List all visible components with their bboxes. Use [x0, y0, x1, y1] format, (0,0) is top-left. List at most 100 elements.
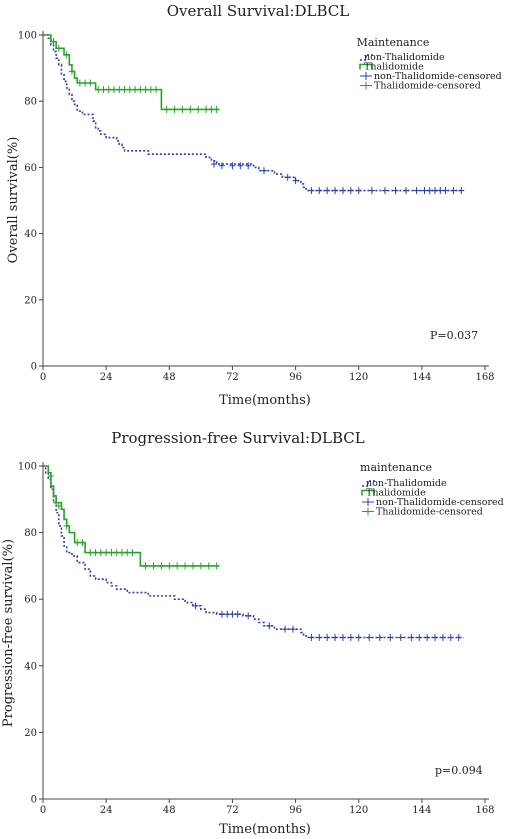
- plot-area: 0 20 40 60 80 100 0 24 48 72 96 120 144 168: [18, 31, 495, 384]
- censor-mark: [63, 522, 70, 530]
- censor-mark: [218, 610, 225, 618]
- x-tick-label: 96: [289, 372, 302, 383]
- censor-mark: [166, 562, 173, 570]
- censor-mark: [87, 549, 94, 557]
- legend-label: non-Thalidomide-censored: [376, 497, 504, 508]
- censor-mark: [153, 86, 160, 94]
- x-tick-label: 24: [100, 372, 113, 383]
- censor-mark: [95, 86, 102, 94]
- censor-mark: [339, 633, 346, 641]
- y-tick-label: 100: [18, 31, 37, 42]
- censor-mark: [100, 86, 107, 94]
- censor-mark: [316, 633, 323, 641]
- y-axis-label: Progression-free survival(%): [1, 539, 16, 727]
- y-tick-label: 40: [24, 229, 37, 240]
- censor-mark: [308, 187, 315, 195]
- censor-mark: [50, 38, 57, 46]
- progression-free-survival-chart: Progression-free Survival:DLBCL Progress…: [1, 429, 504, 837]
- legend-label: non-Thalidomide: [364, 52, 445, 63]
- censor-mark: [132, 86, 139, 94]
- censor-mark: [432, 633, 439, 641]
- censor-mark: [82, 79, 89, 87]
- legend-label: Thalidomide-censored: [376, 507, 483, 518]
- censor-mark: [118, 549, 125, 557]
- p-value-annotation: p=0.094: [435, 764, 483, 777]
- legend-entry: Thalidomide-censored: [360, 81, 481, 92]
- censor-mark: [355, 187, 362, 195]
- x-axis-label: Time(months): [219, 822, 311, 837]
- censor-mark: [203, 105, 210, 113]
- censor-mark: [205, 562, 212, 570]
- censor-mark: [347, 633, 354, 641]
- legend-entry: Thalidomide: [361, 488, 426, 499]
- legend-title: maintenance: [360, 461, 432, 474]
- y-tick-label: 20: [24, 728, 37, 739]
- legend-entry: non-Thalidomide: [360, 52, 445, 63]
- censor-mark: [63, 51, 70, 59]
- censor-mark: [179, 105, 186, 113]
- censor-mark: [213, 562, 220, 570]
- censor-mark: [416, 633, 423, 641]
- censor-mark: [324, 187, 331, 195]
- y-tick-label: 20: [24, 295, 37, 306]
- censor-mark: [308, 633, 315, 641]
- censor-mark: [432, 187, 439, 195]
- censor-mark: [171, 105, 178, 113]
- censor-mark: [53, 499, 60, 507]
- legend-entry: Thalidomide-censored: [362, 507, 483, 518]
- censor-mark: [421, 187, 428, 195]
- series-line-1: [43, 465, 220, 567]
- censor-mark: [113, 549, 120, 557]
- censor-mark: [347, 187, 354, 195]
- censor-mark: [108, 549, 115, 557]
- legend-entry: non-Thalidomide-censored: [362, 497, 504, 508]
- censor-mark: [376, 633, 383, 641]
- censor-mark: [111, 86, 118, 94]
- x-tick-label: 168: [475, 805, 494, 816]
- legend: non-ThalidomideThalidomidenon-Thalidomid…: [359, 52, 502, 92]
- legend-title: Maintenance: [357, 36, 430, 49]
- censor-mark: [137, 86, 144, 94]
- censor-mark: [447, 633, 454, 641]
- y-tick-label: 100: [18, 462, 37, 473]
- legend-label: non-Thalidomide: [366, 478, 447, 489]
- censor-mark: [366, 633, 373, 641]
- censor-mark: [121, 86, 128, 94]
- censor-mark: [424, 633, 431, 641]
- censor-mark: [289, 625, 296, 633]
- censor-mark: [174, 562, 181, 570]
- censor-mark: [92, 549, 99, 557]
- censor-mark: [79, 539, 86, 547]
- censor-mark: [182, 562, 189, 570]
- censor-mark: [387, 633, 394, 641]
- x-tick-label: 96: [289, 805, 302, 816]
- censor-mark: [408, 633, 415, 641]
- legend-label: non-Thalidomide-censored: [374, 71, 502, 82]
- censor-mark: [224, 610, 231, 618]
- series-line-0: [43, 34, 464, 192]
- censor-mark: [97, 549, 104, 557]
- censor-mark: [124, 549, 131, 557]
- censor-mark: [68, 67, 75, 75]
- censor-mark: [339, 187, 346, 195]
- y-tick-label: 60: [24, 595, 37, 606]
- censor-mark: [266, 622, 273, 630]
- x-tick-label: 72: [226, 372, 239, 383]
- censor-mark: [261, 167, 267, 175]
- legend: non-ThalidomideThalidomidenon-Thalidomid…: [361, 478, 504, 518]
- x-tick-label: 144: [412, 372, 431, 383]
- x-axis-label: Time(months): [219, 393, 311, 408]
- censor-mark: [426, 187, 433, 195]
- censor-mark: [126, 86, 133, 94]
- censor-mark: [355, 633, 362, 641]
- censor-mark: [332, 187, 339, 195]
- censor-mark: [284, 173, 291, 181]
- legend-label: Thalidomide: [364, 62, 424, 73]
- y-tick-label: 40: [24, 661, 37, 672]
- censor-mark: [439, 633, 446, 641]
- censor-mark: [245, 612, 252, 620]
- censor-mark: [234, 610, 241, 618]
- x-tick-label: 48: [163, 805, 176, 816]
- series-line-1: [43, 34, 220, 111]
